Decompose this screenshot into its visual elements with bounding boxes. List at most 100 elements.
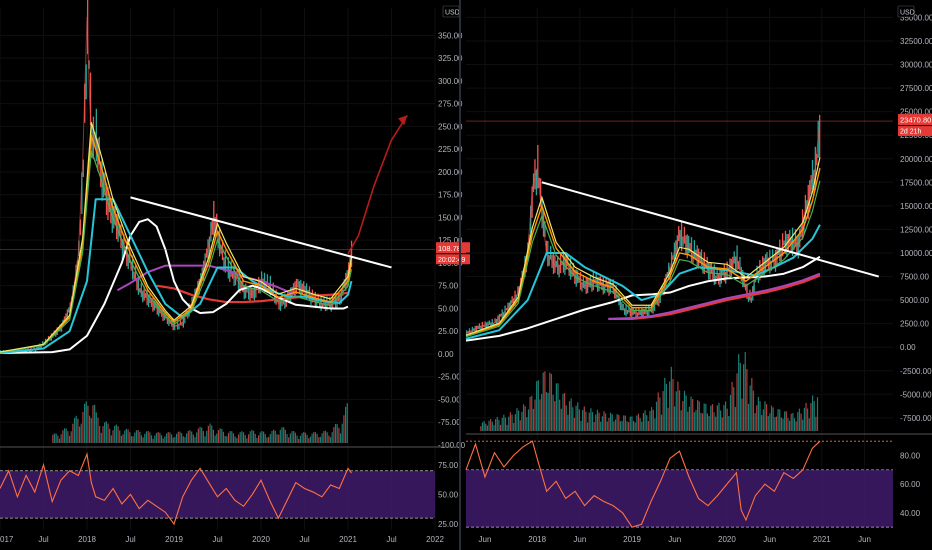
volume-bar xyxy=(664,377,666,431)
price-candle xyxy=(636,312,639,319)
volume-bar xyxy=(797,412,799,431)
ema-yellow-line xyxy=(465,157,821,336)
volume-bar xyxy=(565,405,567,431)
volume-bar xyxy=(145,431,148,443)
volume-bar xyxy=(105,421,107,443)
volume-bar xyxy=(488,420,490,431)
price-candle xyxy=(229,269,231,282)
volume-bar xyxy=(179,431,181,443)
last-price-label: 23470.80 xyxy=(900,116,931,125)
date-axis-tick-label: Jul xyxy=(386,535,396,544)
volume-bar xyxy=(601,416,603,431)
price-candle xyxy=(747,294,750,303)
volume-bar xyxy=(283,427,285,443)
volume-bar xyxy=(100,432,102,443)
price-candle xyxy=(764,254,767,273)
volume-bar xyxy=(318,437,320,443)
volume-bar xyxy=(621,420,623,431)
volume-bar xyxy=(311,433,313,443)
date-axis-tick-label: Jul xyxy=(125,535,135,544)
volume-bar xyxy=(802,419,804,431)
volume-bar xyxy=(268,436,270,443)
volume-bar xyxy=(256,437,258,443)
price-candle xyxy=(581,282,583,292)
price-candle xyxy=(92,116,95,159)
price-axis-tick-label: 300.00 xyxy=(438,77,463,86)
price-candle xyxy=(179,318,182,326)
ma-white-line xyxy=(465,255,821,342)
price-candle xyxy=(95,108,97,162)
volume-bar xyxy=(572,407,574,431)
countdown-tag xyxy=(898,126,932,137)
date-axis-tick-label: 017 xyxy=(0,535,14,544)
volume-bar xyxy=(655,401,658,431)
volume-bar xyxy=(667,407,669,431)
volume-bar xyxy=(798,408,801,431)
volume-bar xyxy=(669,381,671,431)
volume-bar xyxy=(284,429,286,443)
volume-bar xyxy=(792,413,794,431)
volume-bar xyxy=(513,422,515,431)
projection-arrow-line xyxy=(347,114,408,255)
price-candle xyxy=(149,293,151,304)
volume-bar xyxy=(563,392,566,431)
volume-bar xyxy=(150,435,153,443)
price-axis-tick-label: 25000.00 xyxy=(900,108,932,117)
volume-bar xyxy=(675,391,677,431)
volume-bar xyxy=(309,436,312,443)
price-candle xyxy=(626,310,629,315)
price-candle xyxy=(538,177,540,188)
volume-bar xyxy=(485,423,487,431)
volume-bar xyxy=(774,417,776,431)
price-axis-tick-label: 32500.00 xyxy=(900,37,932,46)
volume-bar xyxy=(738,354,740,431)
volume-bar xyxy=(99,425,101,443)
price-candle xyxy=(565,255,567,270)
volume-bar xyxy=(196,432,198,443)
countdown-label: 20:02:49 xyxy=(438,257,465,264)
date-axis-tick-label: 2020 xyxy=(718,535,736,544)
price-candle xyxy=(530,205,532,236)
price-candle xyxy=(595,273,597,287)
last-price-label: 108.78 xyxy=(438,244,461,253)
volume-bar xyxy=(784,411,786,431)
volume-bar xyxy=(634,422,636,431)
volume-bar xyxy=(495,419,497,431)
volume-bar xyxy=(808,418,810,431)
volume-bar xyxy=(266,437,268,443)
volume-bar xyxy=(743,364,745,431)
volume-bar xyxy=(490,419,492,431)
volume-bar xyxy=(78,426,81,443)
volume-bar xyxy=(207,425,209,443)
volume-bar xyxy=(162,438,164,443)
price-candle xyxy=(224,250,227,273)
volume-bar xyxy=(70,431,72,443)
volume-bar xyxy=(534,399,536,431)
price-candle xyxy=(809,180,811,213)
volume-bar xyxy=(609,412,612,431)
volume-bar xyxy=(769,413,771,431)
price-candle xyxy=(511,296,513,304)
date-axis-tick-label: 2018 xyxy=(528,535,546,544)
ma-white-line xyxy=(0,218,349,355)
price-axis-tick-label: 150.00 xyxy=(438,213,463,222)
countdown-tag xyxy=(436,254,470,265)
date-axis-tick-label: 2022 xyxy=(426,535,444,544)
volume-bar xyxy=(779,409,781,431)
volume-bar xyxy=(252,430,255,443)
right-chart-panel[interactable]: 35000.00 32500.00 30000.00 27500.00 25000.00… xyxy=(465,5,932,544)
volume-bar xyxy=(747,403,750,431)
price-candle xyxy=(297,279,299,288)
rsi-axis-tick-label: 60.00 xyxy=(900,480,921,489)
ema-yellow-line xyxy=(0,122,353,353)
currency-label: USD xyxy=(900,10,915,17)
volume-bar xyxy=(273,429,275,443)
volume-bar xyxy=(197,428,199,443)
volume-bar xyxy=(749,385,751,431)
left-chart-panel[interactable]: 350.00 325.00 300.00 275.00 250.00 225.00 200.… xyxy=(0,0,470,544)
price-candle xyxy=(679,229,681,247)
volume-bar xyxy=(222,431,225,443)
volume-bar xyxy=(573,417,576,431)
volume-bar xyxy=(286,434,288,443)
